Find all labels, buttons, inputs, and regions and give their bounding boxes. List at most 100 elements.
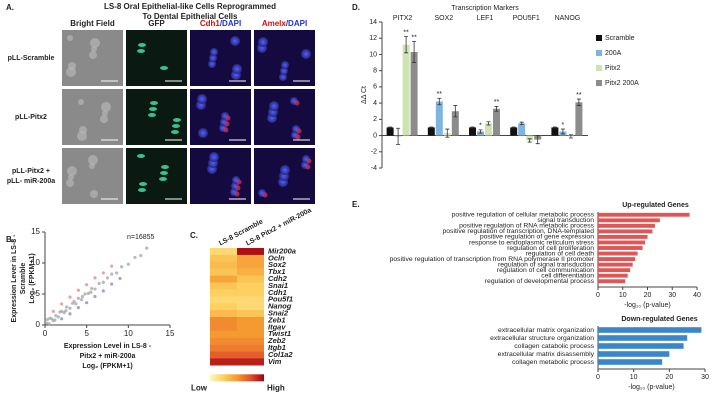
y-tick-label: 10 (369, 51, 377, 58)
point (110, 282, 114, 286)
point (126, 262, 130, 266)
point (85, 283, 89, 287)
legend-swatch (596, 65, 602, 71)
panel-label: A. (6, 3, 14, 12)
point (86, 291, 90, 295)
point (76, 306, 80, 310)
bar (598, 218, 660, 223)
cell (68, 62, 76, 70)
row-label: Pou5f1 (268, 295, 293, 304)
category-label: PITX2 (393, 15, 413, 22)
point (72, 299, 76, 304)
x-tick-label: 0 (43, 329, 48, 338)
point (68, 295, 72, 299)
cell (230, 36, 240, 46)
category-label: regulation of developmental process (485, 278, 595, 285)
category-label: POU5F1 (513, 15, 540, 22)
chart-title: Transcription Markers (451, 5, 519, 12)
point (47, 322, 51, 326)
cell (66, 179, 74, 187)
stain (234, 191, 240, 197)
point (93, 287, 97, 291)
cell (258, 37, 268, 47)
category-label: regulation of cell death (526, 250, 595, 257)
legend-label: Low (191, 383, 208, 392)
bar (598, 343, 684, 349)
point (60, 317, 64, 321)
category-label: response to endoplasmic reticulum stress (469, 239, 595, 246)
y-tick-label: 10 (31, 258, 40, 267)
stain (295, 134, 301, 140)
heat-cell (237, 351, 264, 359)
bar (493, 108, 500, 136)
cell (67, 166, 77, 176)
y-tick-label: -4 (371, 165, 377, 172)
category-label: positive regulation of gene expression (480, 234, 594, 241)
legend-label: High (267, 383, 285, 392)
cell (210, 48, 218, 56)
category-label: extracellular matrix disassembly (498, 351, 595, 358)
row-label: pLL-Scramble (8, 55, 55, 62)
legend-swatch (596, 80, 602, 86)
heat-cell (210, 330, 237, 338)
stain (296, 128, 302, 134)
panel-label: D. (352, 3, 360, 12)
category-label: positive regulation of RNA metabolic pro… (459, 223, 594, 230)
point (80, 294, 85, 299)
point (45, 321, 49, 325)
point (120, 265, 124, 269)
x-axis-label: Log₂ (FPKM+1) (82, 363, 132, 370)
cell (280, 67, 288, 75)
micrograph (126, 89, 187, 145)
legend-label: Pitx2 200A (605, 80, 639, 87)
point (76, 296, 80, 300)
heat-cell (210, 323, 237, 331)
row-label: Itgav (268, 322, 286, 331)
row-label: Twist1 (268, 329, 291, 338)
y-tick-label: -2 (371, 149, 377, 156)
category-label: SOX2 (434, 15, 453, 22)
y-axis-label: Log₂ (FPKM+1) (29, 253, 36, 303)
cell (279, 73, 287, 81)
bar (598, 359, 663, 365)
header-part: GFP (148, 19, 165, 28)
category-label: regulation of cell proliferation (507, 245, 594, 252)
y-tick-label: 6 (373, 84, 377, 91)
point (101, 289, 105, 293)
error-bar (412, 41, 417, 63)
row-label: Snai1 (268, 281, 288, 290)
significance: * (562, 122, 565, 129)
heat-cell (210, 303, 237, 311)
cell (149, 107, 157, 111)
heat-cell (237, 344, 264, 352)
heat-cell (237, 282, 264, 290)
row-label: Nanog (268, 302, 292, 311)
legend-label: Scramble (605, 35, 635, 42)
bar (598, 268, 631, 273)
micrograph (254, 89, 315, 145)
cell (198, 128, 208, 138)
panel-label: C. (190, 231, 198, 240)
cell (281, 61, 289, 69)
bar (518, 123, 526, 136)
header-part: Amelx (262, 19, 287, 28)
y-tick-label: 5 (36, 289, 41, 298)
micrograph (62, 89, 123, 145)
heat-cell (237, 289, 264, 297)
x-tick-label: 20 (644, 292, 652, 299)
stain (225, 115, 231, 121)
significance: ** (494, 99, 500, 106)
error-bar (429, 126, 434, 129)
point (64, 309, 68, 313)
point (80, 297, 84, 302)
bar (477, 131, 484, 136)
bar (451, 111, 459, 136)
heat-cell (237, 268, 264, 276)
cell (280, 165, 290, 175)
error-bar (404, 36, 409, 54)
micrograph (190, 30, 251, 86)
category-label: cell differentiation (541, 272, 594, 279)
y-axis-label: Expression Lever in LS-8 - (11, 234, 18, 323)
bar (598, 273, 628, 278)
row-label: Zeb1 (267, 315, 286, 324)
